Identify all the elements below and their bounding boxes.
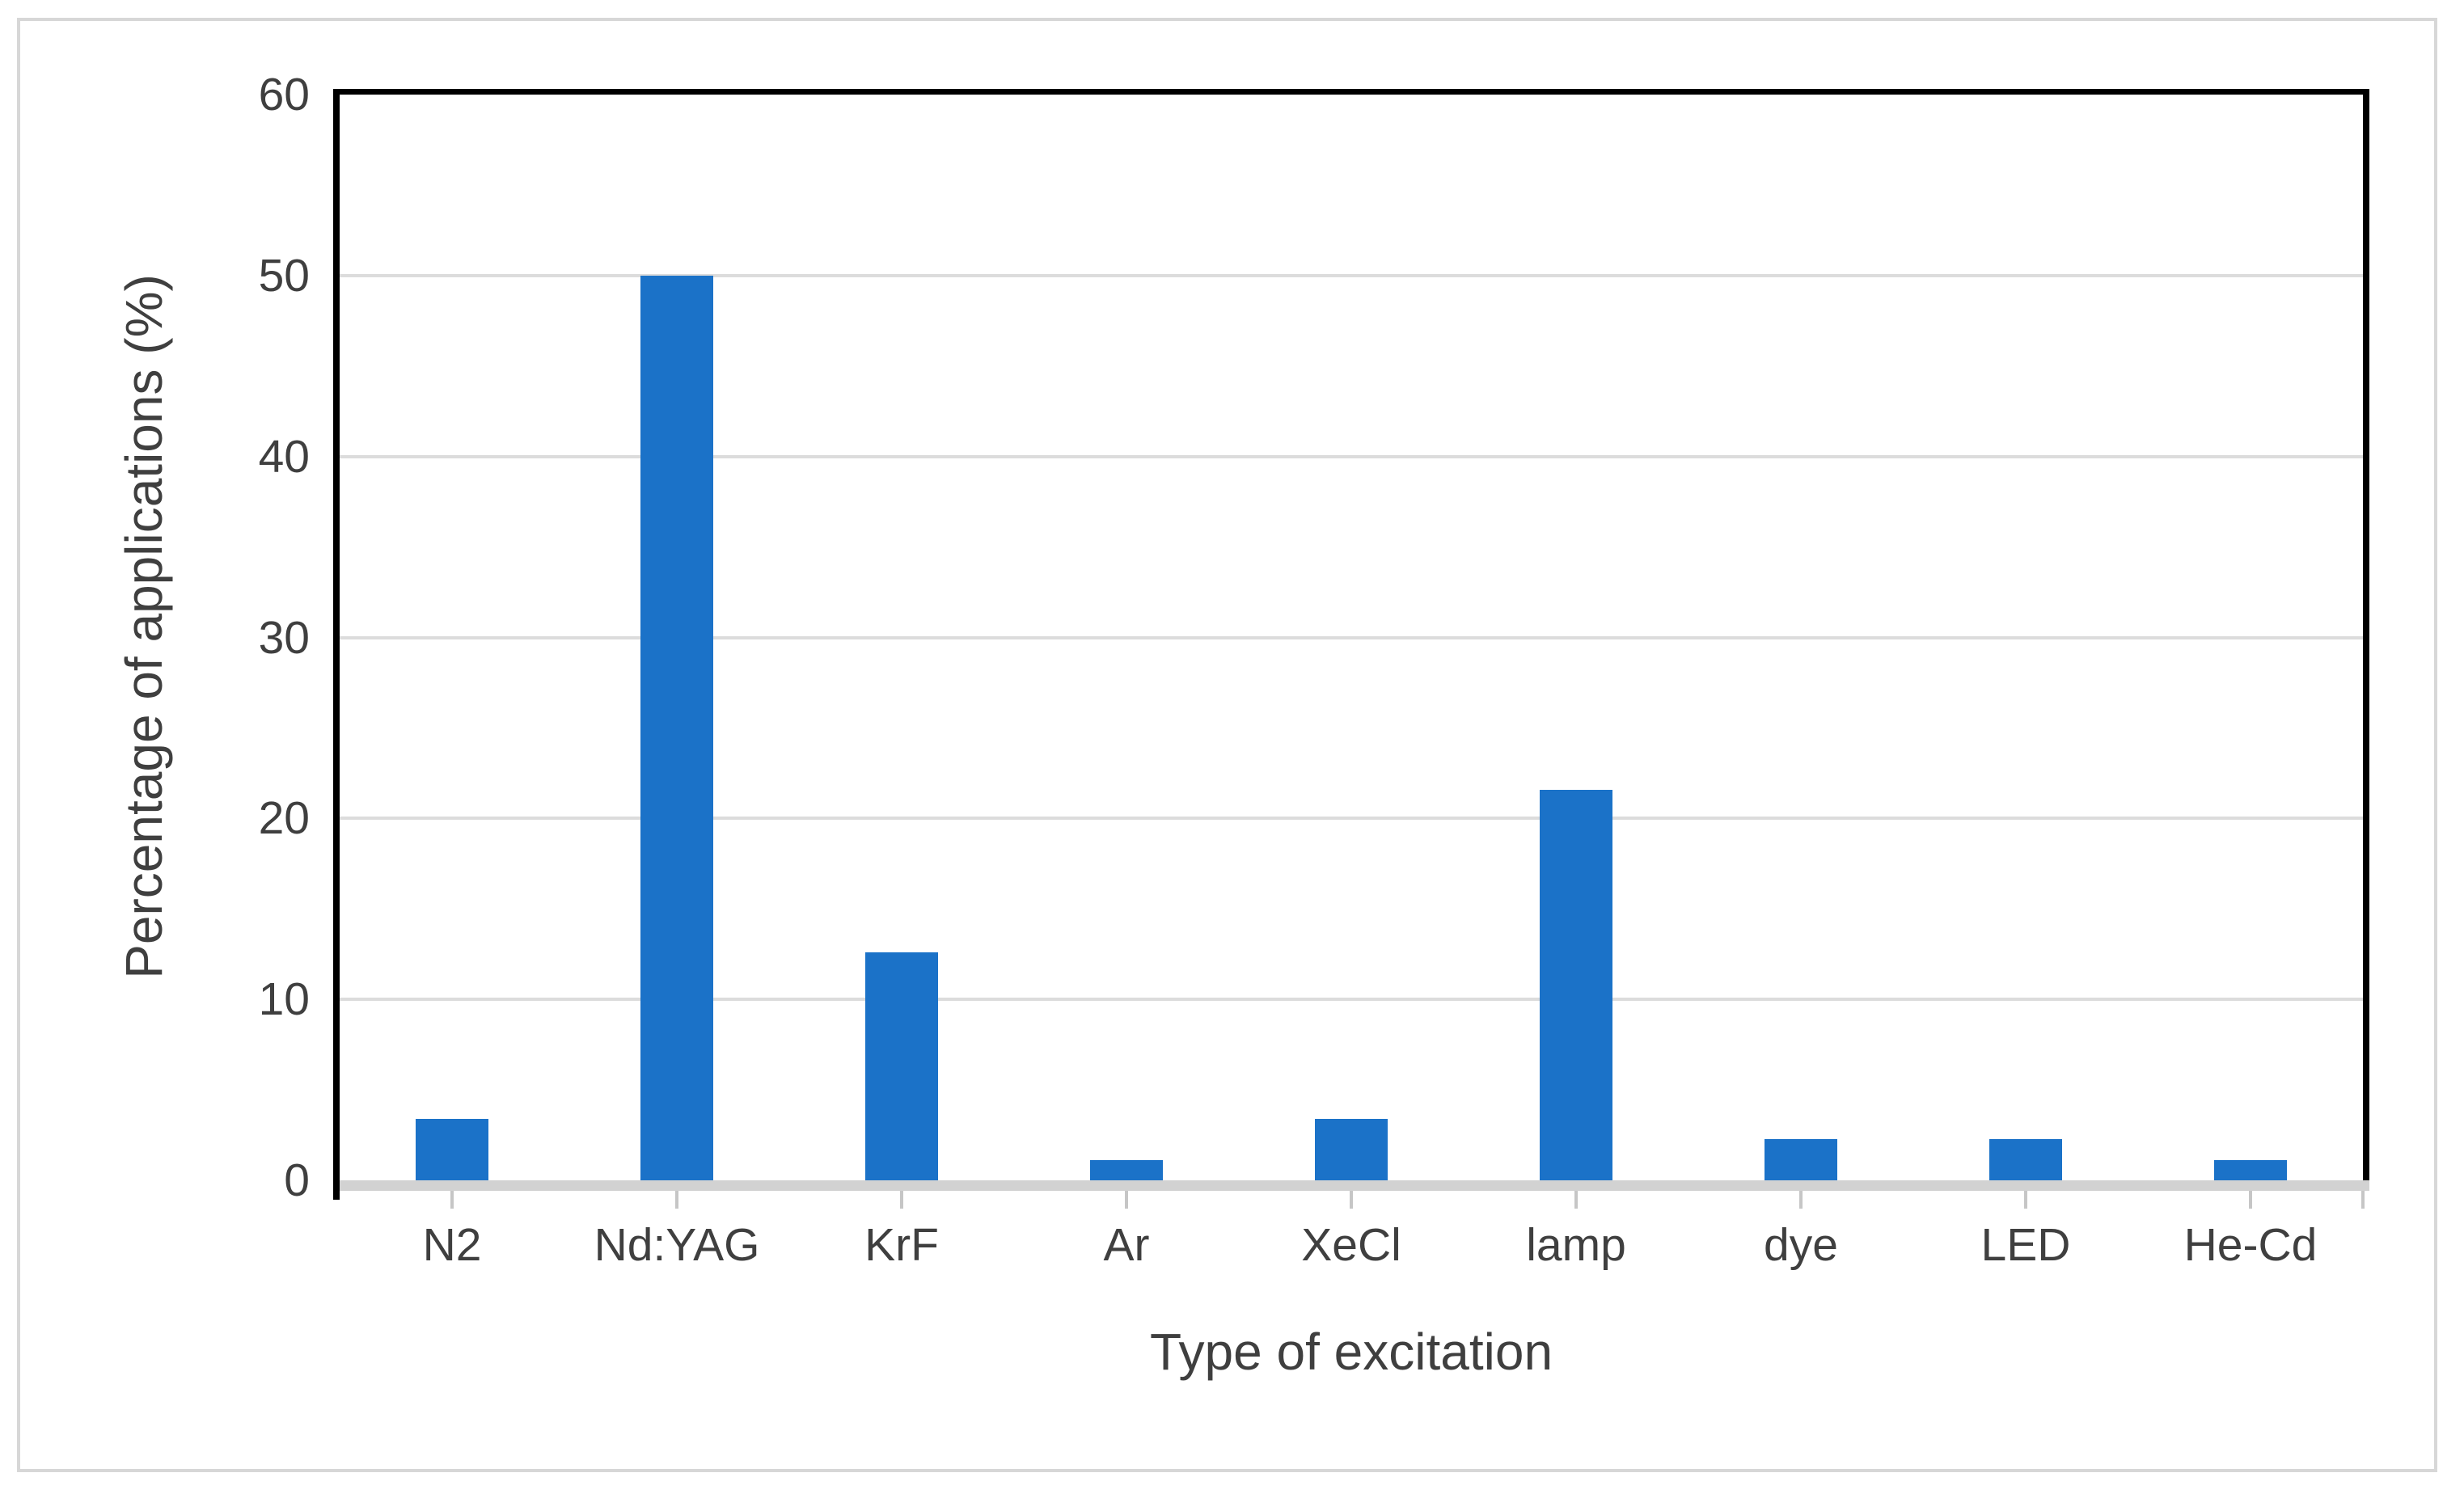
category-tick-LED bbox=[2024, 1191, 2027, 1209]
figure-border bbox=[17, 18, 2437, 1472]
category-tick-Nd:YAG bbox=[675, 1191, 678, 1209]
plot-area bbox=[333, 89, 2369, 1180]
y-tick-label-60: 60 bbox=[258, 69, 310, 120]
category-tick-He-Cd bbox=[2249, 1191, 2252, 1209]
category-axis-line bbox=[333, 1180, 2369, 1191]
y-tick-label-20: 20 bbox=[258, 792, 310, 845]
category-tick-dye bbox=[1799, 1191, 1803, 1209]
category-tick-Ar bbox=[1125, 1191, 1128, 1209]
x-tick-label-He-Cd: He-Cd bbox=[2183, 1219, 2318, 1271]
x-tick-label-lamp: lamp bbox=[1526, 1219, 1626, 1271]
gridline-30 bbox=[340, 635, 2363, 639]
x-tick-label-N2: N2 bbox=[422, 1219, 482, 1271]
gridline-10 bbox=[340, 998, 2363, 1002]
bar-dye bbox=[1765, 1138, 1837, 1180]
y-tick-label-30: 30 bbox=[258, 611, 310, 664]
category-tick-KrF bbox=[900, 1191, 903, 1209]
category-tick-lamp bbox=[1574, 1191, 1578, 1209]
gridline-20 bbox=[340, 817, 2363, 821]
x-axis-title: Type of excitation bbox=[1149, 1323, 1553, 1381]
bar-Nd:YAG bbox=[640, 275, 713, 1180]
x-tick-label-Nd:YAG: Nd:YAG bbox=[594, 1219, 760, 1271]
x-tick-label-LED: LED bbox=[1980, 1219, 2071, 1271]
y-tick-label-10: 10 bbox=[258, 973, 310, 1026]
bar-He-Cd bbox=[2214, 1160, 2287, 1180]
y-tick-label-0: 0 bbox=[284, 1154, 310, 1206]
bar-LED bbox=[1989, 1138, 2062, 1180]
bar-N2 bbox=[416, 1118, 488, 1180]
x-tick-label-XeCl: XeCl bbox=[1301, 1219, 1401, 1271]
x-tick-label-KrF: KrF bbox=[864, 1219, 939, 1271]
bar-lamp bbox=[1540, 789, 1612, 1180]
x-tick-label-Ar: Ar bbox=[1103, 1219, 1150, 1271]
bar-XeCl bbox=[1315, 1118, 1388, 1180]
bar-KrF bbox=[865, 952, 938, 1180]
gridline-50 bbox=[340, 273, 2363, 277]
y-axis-zero-tick bbox=[333, 1180, 340, 1200]
category-tick-N2 bbox=[450, 1191, 454, 1209]
category-tick-end bbox=[2361, 1191, 2365, 1209]
x-tick-label-dye: dye bbox=[1764, 1219, 1838, 1271]
y-axis-title-text: Percentage of applications (%) bbox=[115, 274, 173, 979]
category-tick-XeCl bbox=[1350, 1191, 1353, 1209]
gridline-40 bbox=[340, 454, 2363, 458]
y-tick-label-50: 50 bbox=[258, 249, 310, 302]
bar-Ar bbox=[1090, 1160, 1163, 1180]
y-tick-label-40: 40 bbox=[258, 430, 310, 483]
